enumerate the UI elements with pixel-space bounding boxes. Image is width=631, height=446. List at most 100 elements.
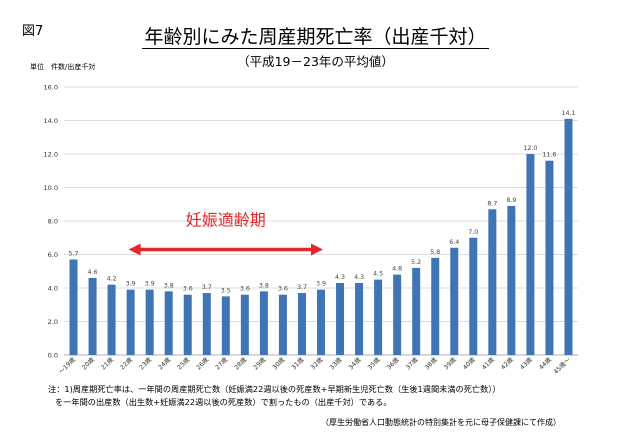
bar [126, 289, 135, 355]
x-tick-label: 35歳 [366, 356, 382, 372]
notes: 注：1)周産期死亡率は、一年間の周産期死亡数（妊娠満22週以後の死産数+早期新生… [48, 383, 501, 409]
data-label: 3.9 [316, 281, 326, 288]
data-label: 5.7 [69, 251, 79, 258]
data-label: 4.6 [88, 269, 98, 276]
data-label: 4.3 [335, 274, 345, 281]
bar [221, 296, 230, 355]
bar [450, 247, 459, 355]
bar [488, 209, 497, 355]
bar [431, 257, 440, 355]
y-tick-label: 4.0 [48, 285, 58, 293]
x-tick-label: 37歳 [404, 356, 420, 372]
data-label: 3.8 [164, 282, 174, 289]
figure-label: 図7 [22, 24, 44, 39]
data-label: 3.5 [221, 287, 231, 294]
y-tick-label: 6.0 [48, 251, 58, 259]
source-note: （厚生労働省人口動態統計の特別集計を元に母子保健課にて作成） [321, 418, 561, 427]
y-tick-label: 8.0 [48, 218, 58, 226]
data-label: 3.8 [259, 282, 269, 289]
data-label: 3.9 [126, 281, 136, 288]
bar [393, 274, 402, 355]
annotation-arrow-head-right [311, 243, 323, 256]
data-label: 5.8 [430, 249, 440, 256]
bar [107, 284, 116, 355]
bar [297, 293, 306, 355]
x-tick-label: 30歳 [271, 356, 287, 372]
data-label: 4.2 [107, 276, 117, 283]
x-tick-label: 28歳 [233, 356, 249, 372]
data-label: 3.9 [145, 281, 155, 288]
chart-subtitle: （平成19－23年の平均値） [237, 54, 394, 69]
x-tick-label: 44歳 [537, 356, 553, 372]
data-label: 3.6 [278, 286, 288, 293]
x-tick-label: 32歳 [309, 356, 325, 372]
data-label: 8.9 [506, 197, 516, 204]
annotation-label: 妊娠適齢期 [186, 210, 266, 229]
bar [412, 267, 421, 355]
bar [145, 289, 154, 355]
data-label: 12.0 [523, 145, 537, 152]
bar [278, 294, 287, 355]
annotation-arrow-head-left [128, 243, 141, 256]
bar [69, 259, 78, 355]
data-label: 5.2 [411, 259, 421, 266]
y-tick-label: 16.0 [44, 84, 58, 92]
data-label: 4.8 [392, 266, 402, 273]
x-tick-label: 45歳～ [552, 356, 572, 376]
data-label: 11.6 [542, 152, 556, 159]
unit-label: 単位 件数/出産千対 [30, 63, 96, 71]
bar [374, 279, 383, 355]
bar [164, 291, 173, 355]
bar [526, 154, 535, 355]
x-tick-label: 41歳 [480, 356, 496, 372]
chart-title-text: 年齢別にみた周産期死亡率（出産千対） [142, 26, 489, 49]
y-tick-label: 12.0 [44, 151, 58, 159]
x-tick-label: 26歳 [195, 356, 211, 372]
x-tick-label: ～19歳 [57, 356, 77, 376]
x-tick-label: 40歳 [461, 356, 477, 372]
data-label: 3.7 [297, 284, 307, 291]
data-label: 8.7 [487, 200, 497, 207]
x-tick-label: 25歳 [176, 356, 192, 372]
data-label: 6.4 [449, 239, 459, 246]
note-line-1: 注：1)周産期死亡率は、一年間の周産期死亡数（妊娠満22週以後の死産数+早期新生… [48, 384, 501, 394]
y-tick-label: 10.0 [44, 184, 58, 192]
chart-title: 年齢別にみた周産期死亡率（出産千対） [0, 22, 631, 49]
x-tick-label: 39歳 [442, 356, 458, 372]
bar [317, 289, 325, 355]
x-tick-label: 33歳 [328, 356, 344, 372]
x-tick-label: 21歳 [99, 356, 115, 372]
y-tick-label: 0.0 [48, 352, 58, 360]
x-tick-label: 24歳 [157, 356, 173, 372]
data-label: 14.1 [561, 110, 575, 117]
bar [336, 282, 345, 355]
data-label: 4.3 [354, 274, 364, 281]
x-tick-label: 34歳 [347, 356, 363, 372]
bar [240, 294, 249, 355]
y-tick-label: 2.0 [48, 318, 58, 326]
x-tick-label: 22歳 [118, 356, 134, 372]
bar [507, 205, 516, 355]
x-tick-label: 23歳 [137, 356, 153, 372]
data-label: 3.7 [202, 284, 212, 291]
data-label: 4.5 [373, 271, 383, 278]
x-tick-label: 27歳 [214, 356, 230, 372]
bar [88, 277, 97, 355]
data-label: 3.6 [240, 286, 250, 293]
y-tick-label: 14.0 [44, 117, 58, 125]
x-tick-label: 36歳 [385, 356, 401, 372]
data-label: 3.6 [183, 286, 193, 293]
bar [202, 293, 211, 355]
bar [259, 291, 268, 355]
x-tick-label: 20歳 [80, 356, 96, 372]
bar [564, 118, 573, 355]
note-line-2: を一年間の出産数（出生数+妊娠満22週以後の死産数）で割ったもの（出産千対）であ… [55, 397, 392, 407]
data-label: 7.0 [468, 229, 478, 236]
x-tick-label: 29歳 [252, 356, 268, 372]
x-tick-label: 31歳 [290, 356, 306, 372]
x-tick-label: 43歳 [518, 356, 534, 372]
bar [183, 294, 192, 355]
x-tick-label: 42歳 [499, 356, 515, 372]
bar [545, 160, 554, 355]
